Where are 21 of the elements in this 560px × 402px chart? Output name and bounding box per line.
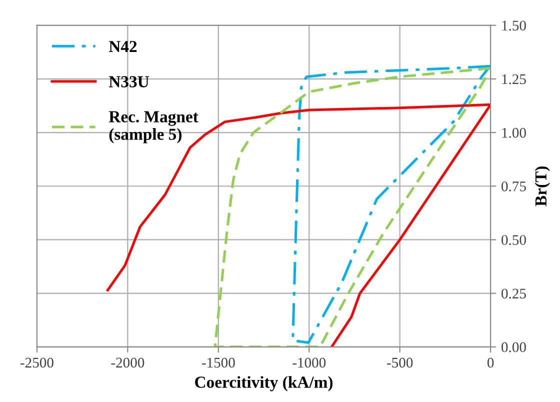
y-tick-label: 1.50: [502, 20, 526, 31]
y-tick-label: 1.00: [502, 128, 526, 138]
x-tick-label: -1500: [202, 358, 235, 368]
legend-label: N33U: [108, 76, 149, 88]
x-tick-label: -500: [387, 358, 413, 368]
y-tick-label: 0.25: [502, 288, 526, 299]
x-tick-label: -2500: [20, 358, 54, 368]
line-series: [214, 66, 491, 347]
y-tick-label: 0.75: [502, 181, 526, 192]
line-series: [106, 103, 491, 347]
y-tick-label: 1.25: [502, 74, 526, 84]
y-tick-label: 0.50: [502, 235, 526, 245]
x-tick-label: -2000: [111, 358, 144, 368]
legend-label: Rec. Magnet (sample 5): [108, 111, 198, 144]
line-series: [292, 64, 491, 344]
y-axis-title: Br(T): [534, 166, 550, 206]
x-tick-label: 0: [487, 358, 494, 368]
x-tick-label: -1000: [292, 358, 326, 368]
x-axis-title: Coercitivity (kA/m): [195, 376, 333, 392]
legend-label: N42: [108, 40, 137, 52]
y-tick-label: 0.00: [502, 342, 526, 352]
